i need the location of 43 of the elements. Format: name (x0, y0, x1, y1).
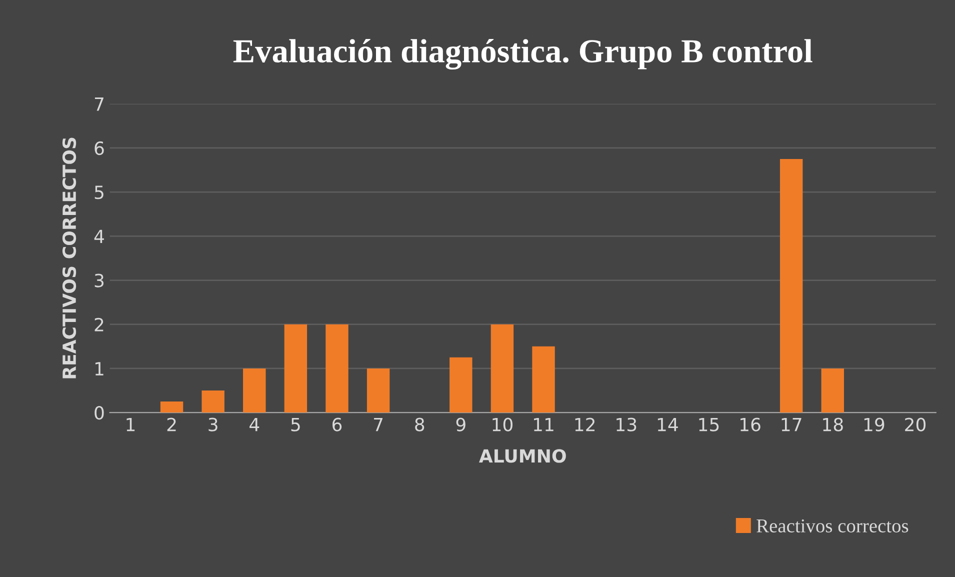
y-tick-label: 3 (94, 274, 104, 288)
bar (160, 402, 184, 413)
bar (821, 368, 844, 413)
y-tick-label: 0 (94, 406, 104, 420)
x-tick-label: 1 (126, 418, 135, 432)
x-tick-label: 9 (456, 418, 466, 432)
x-tick-label: 20 (905, 418, 926, 432)
x-tick-label: 15 (699, 418, 719, 432)
x-tick-label: 8 (415, 418, 424, 432)
x-tick-label: 10 (492, 418, 512, 432)
x-tick-label: 2 (167, 418, 176, 432)
x-tick-label: 13 (616, 418, 636, 432)
bar (202, 390, 224, 413)
bar (490, 324, 514, 413)
x-tick-label: 5 (291, 418, 300, 432)
x-tick-label: 7 (374, 418, 382, 432)
bar (243, 368, 266, 413)
chart-title: Evaluación diagnóstica. Grupo B control (233, 39, 812, 70)
x-tick-label: 4 (250, 418, 260, 432)
y-tick-label: 6 (94, 141, 104, 156)
x-tick-label: 6 (332, 418, 342, 432)
y-tick-label: 4 (94, 230, 104, 244)
y-tick-label: 1 (95, 362, 104, 376)
x-tick-label: 19 (864, 418, 884, 432)
bar (366, 368, 390, 413)
x-tick-label: 12 (575, 418, 594, 432)
y-tick-label: 2 (94, 318, 104, 332)
x-tick-label: 18 (823, 418, 843, 432)
x-tick-label: 16 (740, 418, 760, 432)
bar (450, 357, 472, 413)
x-tick-label: 11 (534, 418, 554, 432)
x-tick-label: 17 (782, 418, 802, 432)
x-tick-label: 3 (208, 418, 218, 432)
bar (284, 324, 308, 413)
y-tick-label: 5 (94, 186, 104, 200)
y-axis-title: REACTIVOS CORRECTOS (62, 138, 76, 378)
y-tick-label: 7 (94, 98, 104, 111)
bar (326, 324, 348, 413)
x-tick-label: 14 (658, 418, 678, 432)
bar (532, 346, 555, 413)
x-axis-title: ALUMNO (478, 449, 566, 463)
legend-label: Reactivos correctos (756, 519, 908, 532)
bar (780, 158, 803, 413)
